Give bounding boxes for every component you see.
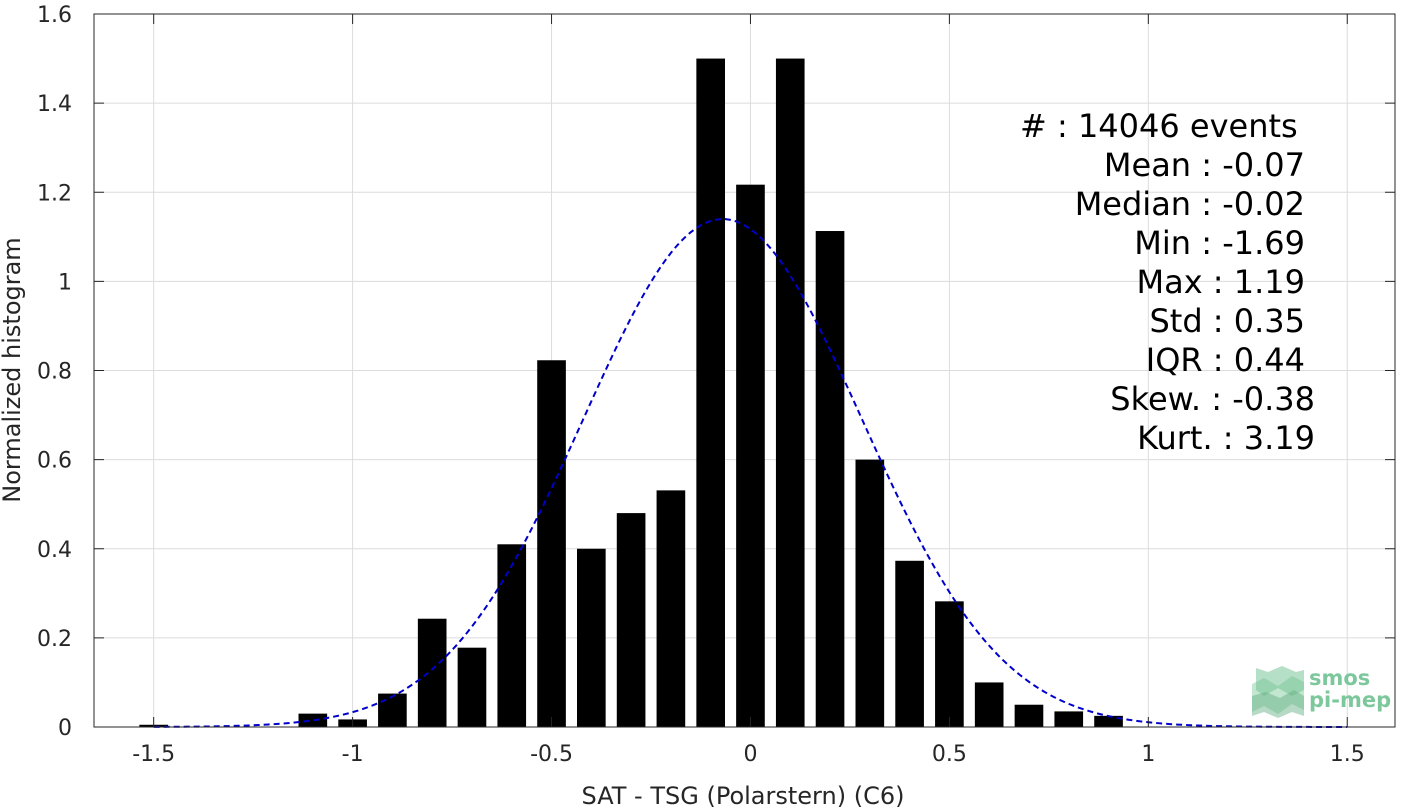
y-tick-label: 0.2 — [37, 627, 72, 652]
stats-line: IQR : 0.44 — [1146, 341, 1305, 379]
histogram-bar — [656, 490, 686, 727]
y-tick-labels: 0 0.2 0.4 0.6 0.8 1 1.2 1.4 1.6 — [37, 3, 72, 741]
x-tick-label: -0.5 — [530, 742, 573, 767]
x-axis-title: SAT - TSG (Polarstern) (C6) — [582, 782, 905, 809]
histogram-bar — [1014, 704, 1044, 727]
histogram-bar — [537, 360, 566, 727]
x-tick-label: 0 — [743, 742, 757, 767]
logo-text-smos: smos — [1309, 666, 1370, 690]
histogram-bar — [298, 713, 328, 727]
x-tick-label: 1.5 — [1330, 742, 1365, 767]
histogram-bar — [1094, 715, 1123, 727]
y-axis-title: Normalized histogram — [0, 237, 26, 502]
y-tick-label: 1.6 — [37, 3, 72, 28]
histogram-bar — [895, 560, 924, 727]
axes — [93, 13, 1396, 728]
histogram-bar — [696, 58, 726, 727]
stats-line: Max : 1.19 — [1136, 263, 1305, 301]
stats-line: Min : -1.69 — [1134, 224, 1305, 262]
histogram-bar — [775, 58, 805, 727]
x-tick-label: 0.5 — [932, 742, 967, 767]
y-tick-label: 1.4 — [37, 92, 72, 117]
histogram-bar — [577, 548, 606, 727]
histogram-bar — [378, 693, 407, 727]
x-tick-labels: -1.5 -1 -0.5 0 0.5 1 1.5 — [132, 742, 1365, 767]
y-tick-label: 0.6 — [37, 449, 72, 474]
x-tick-label: 1 — [1141, 742, 1155, 767]
stats-line: Skew. : -0.38 — [1110, 380, 1315, 418]
histogram-bar — [935, 601, 964, 727]
histogram-bar — [736, 184, 765, 727]
histogram-bar — [974, 682, 1004, 727]
histogram-bar — [1054, 711, 1084, 727]
x-tick-label: -1 — [342, 742, 364, 767]
y-tick-label: 0.8 — [37, 360, 72, 385]
logo-text-pimep: pi-mep — [1309, 688, 1391, 712]
smos-pi-mep-logo: smos pi-mep — [1252, 666, 1391, 718]
histogram-bar — [815, 231, 845, 727]
x-tick-label: -1.5 — [132, 742, 175, 767]
histogram-bar — [616, 513, 646, 727]
histogram-bar — [417, 618, 447, 727]
stats-line: Median : -0.02 — [1075, 185, 1305, 223]
stats-line: Std : 0.35 — [1149, 302, 1305, 340]
stats-line: # : 14046 events — [1020, 107, 1298, 145]
y-tick-label: 0 — [58, 716, 72, 741]
histogram-bar — [497, 544, 527, 727]
histogram-bars — [139, 58, 1123, 727]
histogram-bar — [457, 647, 487, 727]
stats-line: Kurt. : 3.19 — [1137, 419, 1315, 457]
y-tick-label: 1 — [58, 270, 72, 295]
y-tick-label: 1.2 — [37, 181, 72, 206]
y-tick-label: 0.4 — [37, 538, 72, 563]
stats-line: Mean : -0.07 — [1104, 146, 1305, 184]
histogram-bar — [855, 459, 885, 727]
